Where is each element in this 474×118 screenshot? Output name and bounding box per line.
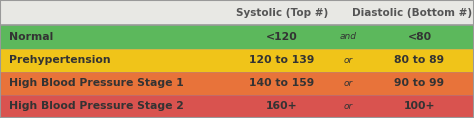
Bar xyxy=(0,72,474,95)
Text: 160+: 160+ xyxy=(266,101,298,111)
Text: or: or xyxy=(344,79,353,88)
Text: and: and xyxy=(340,32,357,41)
Text: High Blood Pressure Stage 1: High Blood Pressure Stage 1 xyxy=(9,78,184,88)
Text: <80: <80 xyxy=(408,32,431,42)
Text: Normal: Normal xyxy=(9,32,54,42)
Text: 80 to 89: 80 to 89 xyxy=(394,55,445,65)
Text: 120 to 139: 120 to 139 xyxy=(249,55,315,65)
Text: 90 to 99: 90 to 99 xyxy=(394,78,445,88)
Text: Systolic (Top #): Systolic (Top #) xyxy=(236,8,328,18)
Text: 140 to 159: 140 to 159 xyxy=(249,78,315,88)
Text: <120: <120 xyxy=(266,32,298,42)
Bar xyxy=(0,48,474,72)
Bar xyxy=(0,0,474,25)
Text: Diastolic (Bottom #): Diastolic (Bottom #) xyxy=(352,8,473,18)
Text: 100+: 100+ xyxy=(404,101,435,111)
Text: or: or xyxy=(344,102,353,111)
Text: High Blood Pressure Stage 2: High Blood Pressure Stage 2 xyxy=(9,101,184,111)
Bar xyxy=(0,95,474,118)
Text: Prehypertension: Prehypertension xyxy=(9,55,111,65)
Text: or: or xyxy=(344,56,353,65)
Bar xyxy=(0,25,474,48)
